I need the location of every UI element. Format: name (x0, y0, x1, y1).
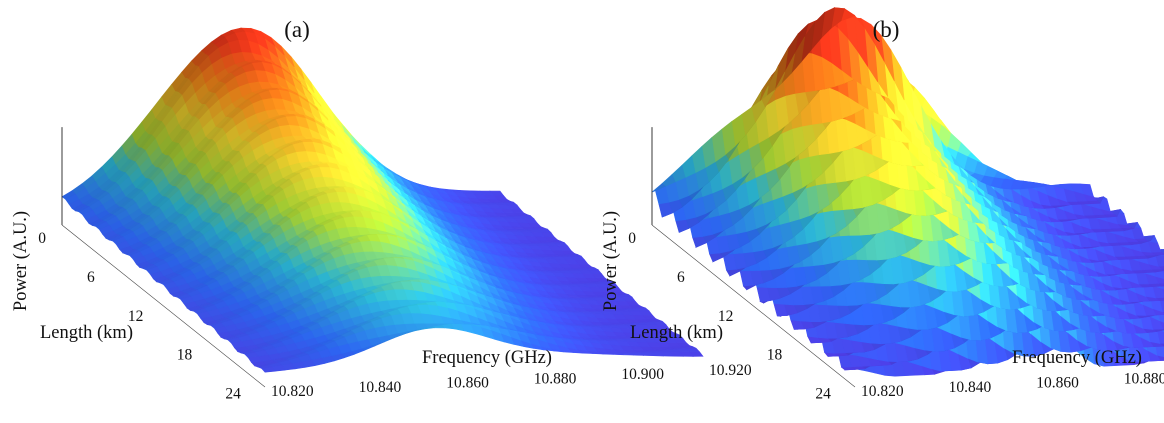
chart0-y-axis-title: Length (km) (40, 323, 133, 343)
chart0-x-axis-title: Frequency (GHz) (422, 348, 552, 368)
chart0-x-tick-label: 10.860 (446, 375, 489, 392)
chart0-x-tick-label: 10.920 (709, 362, 752, 379)
chart0: (a) 10.820 10.840 10.860 10.880 10.900 10.920 0… (11, 17, 752, 403)
chart0-y-tick-label: 18 (177, 347, 193, 364)
chart0-x-tick-label: 10.880 (534, 370, 577, 387)
chart0-x-tick-label: 10.820 (271, 383, 314, 400)
chart0-x-tick-label: 10.840 (359, 379, 402, 396)
chart0-x-tick-label: 10.900 (621, 366, 664, 383)
chart0-z-axis-title: Power (A.U.) (11, 211, 31, 311)
chart0-surface (61, 27, 704, 373)
chart1-surface-cell (709, 252, 724, 263)
chart0-y-tick-label: 24 (225, 386, 241, 403)
chart0-title: (a) (284, 17, 310, 42)
chart0-y-tick-label: 0 (38, 230, 46, 247)
chart0-y-tick-label: 6 (87, 269, 95, 286)
chart1-surface-cell (725, 268, 741, 277)
